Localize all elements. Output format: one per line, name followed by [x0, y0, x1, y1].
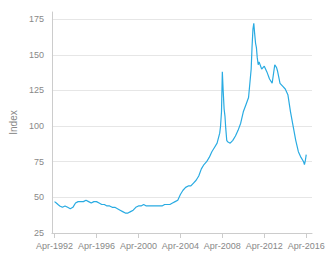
svg-text:150: 150: [29, 50, 44, 60]
svg-text:75: 75: [34, 157, 44, 167]
svg-text:125: 125: [29, 85, 44, 95]
svg-text:Index: Index: [8, 110, 19, 134]
svg-text:175: 175: [29, 14, 44, 24]
svg-text:Apr-2004: Apr-2004: [162, 241, 199, 251]
svg-text:25: 25: [34, 228, 44, 238]
svg-text:Apr-1996: Apr-1996: [78, 241, 115, 251]
svg-text:Apr-2000: Apr-2000: [120, 241, 157, 251]
svg-text:100: 100: [29, 121, 44, 131]
svg-text:Apr-1992: Apr-1992: [36, 241, 73, 251]
svg-text:50: 50: [34, 192, 44, 202]
svg-text:Apr-2016: Apr-2016: [288, 241, 325, 251]
svg-text:Apr-2012: Apr-2012: [246, 241, 283, 251]
svg-text:Apr-2008: Apr-2008: [204, 241, 241, 251]
